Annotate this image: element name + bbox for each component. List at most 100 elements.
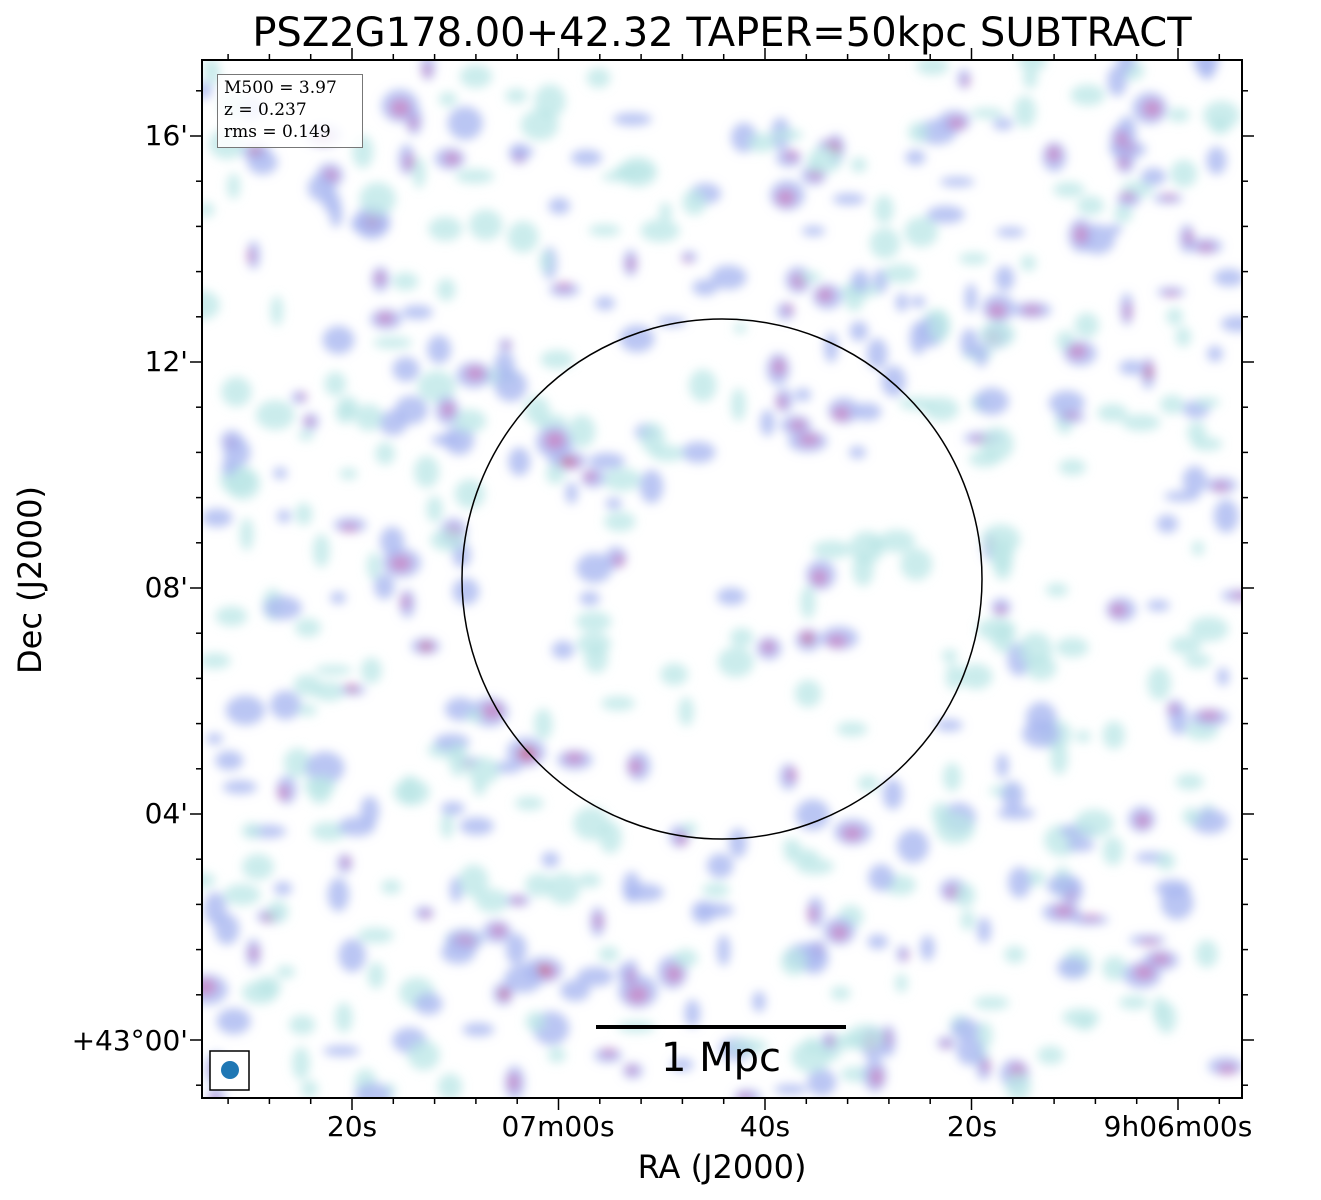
emission-blob — [295, 502, 313, 526]
emission-blob — [551, 640, 575, 660]
emission-blob — [568, 415, 596, 448]
emission-blob — [507, 221, 539, 253]
emission-blob — [307, 174, 335, 202]
emission-blob — [462, 1022, 495, 1037]
emission-blob — [1182, 466, 1208, 495]
emission-blob — [493, 761, 522, 774]
emission-blob — [896, 829, 929, 863]
emission-blob — [392, 272, 419, 291]
emission-blob — [202, 508, 233, 528]
emission-blob — [472, 778, 487, 796]
emission-blob — [1113, 204, 1133, 223]
emission-blob — [870, 1067, 883, 1087]
emission-blob — [1118, 995, 1149, 1010]
emission-blob — [534, 84, 566, 119]
emission-blob — [692, 279, 718, 296]
emission-blob — [341, 856, 351, 868]
emission-blob — [511, 897, 525, 904]
emission-blob — [670, 1058, 694, 1072]
emission-blob — [618, 157, 658, 187]
emission-blob — [570, 149, 603, 166]
emission-blob — [454, 479, 485, 509]
emission-blob — [935, 719, 963, 732]
emission-blob — [951, 1018, 980, 1040]
emission-blob — [947, 117, 966, 130]
emission-blob — [423, 62, 431, 78]
emission-blob — [988, 303, 1007, 319]
emission-blob — [202, 60, 220, 72]
emission-blob — [659, 202, 672, 223]
emission-blob — [1048, 390, 1085, 416]
emission-blob — [375, 442, 395, 465]
emission-blob — [500, 990, 507, 998]
emission-blob — [588, 452, 626, 470]
emission-blob — [995, 605, 1007, 615]
emission-blob — [1124, 302, 1132, 321]
emission-blob — [601, 171, 636, 182]
emission-blob — [640, 422, 665, 454]
emission-blob — [1119, 360, 1145, 375]
emission-blob — [824, 332, 839, 363]
emission-blob — [688, 369, 717, 402]
emission-blob — [1193, 397, 1221, 408]
emission-blob — [1023, 68, 1038, 89]
emission-blob — [338, 938, 366, 973]
emission-blob — [801, 225, 826, 237]
emission-blob — [555, 282, 573, 291]
emission-blob — [730, 388, 746, 422]
emission-blob — [1004, 946, 1026, 964]
emission-blob — [215, 750, 244, 771]
emission-blob — [954, 883, 976, 908]
emission-blob — [1116, 130, 1128, 148]
emission-blob — [357, 927, 394, 944]
emission-blob — [1107, 65, 1127, 97]
emission-blob — [867, 934, 889, 950]
emission-blob — [437, 1073, 463, 1098]
emission-blob — [278, 784, 290, 801]
emission-blob — [702, 882, 730, 898]
emission-blob — [716, 934, 731, 967]
emission-blob — [298, 430, 315, 441]
emission-blob — [681, 441, 716, 463]
emission-blob — [1196, 242, 1215, 252]
emission-blob — [401, 305, 433, 320]
emission-blob — [728, 1038, 768, 1054]
emission-blob — [729, 627, 754, 647]
emission-blob — [564, 752, 584, 764]
emission-blob — [588, 224, 621, 237]
emission-blob — [682, 256, 692, 263]
emission-blob — [995, 265, 1015, 292]
emission-blob — [447, 106, 483, 140]
emission-blob — [900, 548, 933, 581]
emission-blob — [292, 1046, 310, 1080]
emission-blob — [373, 573, 395, 600]
emission-blob — [255, 400, 295, 430]
emission-blob — [878, 529, 916, 553]
emission-blob — [626, 985, 649, 1004]
emission-blob — [640, 219, 680, 242]
emission-blob — [796, 858, 834, 875]
emission-blob — [242, 853, 274, 880]
emission-blob — [393, 778, 430, 806]
emission-blob — [1102, 836, 1124, 866]
emission-blob — [576, 611, 612, 632]
emission-blob — [841, 826, 863, 841]
emission-blob — [941, 649, 958, 663]
emission-blob — [210, 1094, 220, 1098]
emission-blob — [1077, 196, 1105, 216]
emission-blob — [895, 293, 909, 312]
emission-blob — [798, 433, 820, 446]
emission-blob — [1156, 514, 1179, 533]
emission-blob — [665, 964, 683, 983]
emission-blob — [959, 663, 993, 690]
emission-blob — [294, 618, 321, 638]
emission-blob — [848, 446, 867, 459]
emission-blob — [650, 445, 685, 462]
emission-blob — [407, 1040, 440, 1071]
emission-blob — [811, 569, 828, 586]
emission-blob — [673, 949, 698, 968]
emission-blob — [795, 799, 830, 831]
emission-blob — [322, 325, 355, 355]
rms-text: rms = 0.149 — [224, 122, 331, 142]
emission-blob — [791, 1040, 831, 1073]
